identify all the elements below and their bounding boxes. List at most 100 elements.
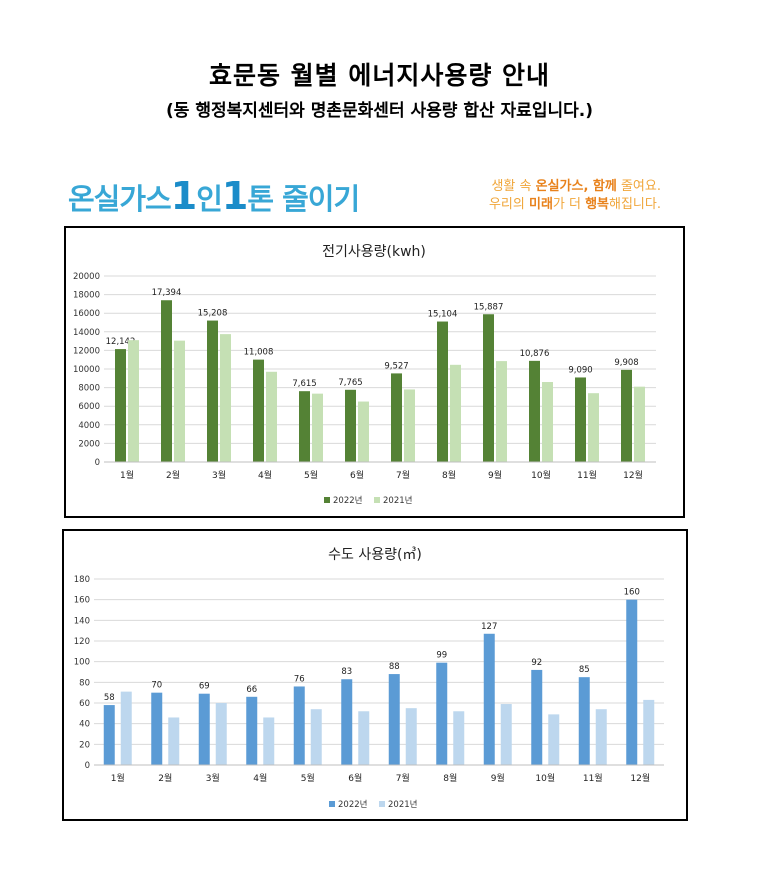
data-label: 15,208 — [198, 309, 228, 319]
data-label: 99 — [436, 651, 447, 661]
x-tick-label: 2월 — [166, 469, 180, 481]
bar-2022 — [529, 360, 540, 462]
y-tick-label: 100 — [74, 658, 90, 668]
x-tick-label: 8월 — [443, 772, 457, 784]
data-label: 9,090 — [568, 365, 592, 375]
bar-2022 — [621, 369, 632, 462]
y-tick-label: 180 — [74, 575, 90, 585]
tagline-line-2: 우리의 미래가 더 행복해집니다. — [489, 196, 661, 214]
data-label: 92 — [531, 658, 542, 668]
x-tick-label: 12월 — [630, 772, 650, 784]
bar-2021 — [643, 699, 655, 765]
bar-2021 — [174, 340, 185, 462]
legend-label: 2021년 — [383, 495, 412, 506]
slogan-part: 인 — [196, 182, 223, 216]
x-tick-label: 11월 — [583, 772, 603, 784]
bar-2022 — [253, 359, 264, 462]
x-tick-label: 10월 — [535, 772, 555, 784]
bar-2021 — [263, 717, 275, 765]
tagline-text: 생활 속 — [491, 179, 536, 194]
data-label: 160 — [624, 588, 640, 598]
y-tick-label: 20000 — [73, 272, 100, 282]
data-label: 7,765 — [338, 378, 362, 388]
y-tick-label: 4000 — [78, 421, 100, 431]
slogan-part: 톤 줄이기 — [247, 182, 360, 216]
bar-2022 — [161, 300, 172, 462]
chart-title: 수도 사용량(㎥) — [328, 547, 422, 563]
bar-2021 — [634, 386, 645, 462]
page-title: 효문동 월별 에너지사용량 안내 — [208, 61, 551, 90]
y-tick-label: 14000 — [73, 328, 100, 338]
bar-2021 — [266, 371, 277, 462]
bar-2022 — [436, 662, 448, 765]
y-tick-label: 16000 — [73, 309, 100, 319]
y-tick-label: 20 — [79, 740, 90, 750]
bar-2022 — [115, 349, 126, 462]
bar-2021 — [548, 714, 560, 765]
bar-2021 — [312, 393, 323, 462]
x-tick-label: 8월 — [442, 469, 456, 481]
x-tick-label: 6월 — [348, 772, 362, 784]
x-tick-label: 4월 — [258, 469, 272, 481]
tagline-emphasis: 행복 — [585, 197, 610, 212]
bar-2021 — [168, 717, 180, 765]
bar-2022 — [103, 705, 115, 765]
bar-2022 — [626, 599, 638, 765]
bar-2021 — [310, 709, 322, 765]
bar-2021 — [453, 711, 465, 765]
x-tick-label: 5월 — [301, 772, 315, 784]
bar-2022 — [151, 692, 163, 765]
tagline-line-1: 생활 속 온실가스, 함께 줄여요. — [489, 178, 661, 196]
legend-swatch — [324, 497, 330, 503]
x-tick-label: 3월 — [212, 469, 226, 481]
x-tick-label: 12월 — [623, 469, 643, 481]
bar-2022 — [483, 314, 494, 462]
y-tick-label: 0 — [95, 458, 100, 468]
x-tick-label: 4월 — [253, 772, 267, 784]
x-tick-label: 7월 — [396, 772, 410, 784]
bar-2022 — [246, 696, 258, 765]
bar-2021 — [358, 401, 369, 462]
data-label: 70 — [151, 681, 162, 691]
bar-2021 — [358, 711, 370, 765]
legend-swatch — [329, 801, 335, 807]
bar-2022 — [575, 377, 586, 462]
y-tick-label: 6000 — [78, 402, 100, 412]
tagline-text: 가 더 — [552, 197, 586, 212]
bar-2021 — [220, 334, 231, 462]
bar-2021 — [404, 389, 415, 462]
data-label: 15,104 — [428, 310, 458, 320]
x-tick-label: 2월 — [158, 772, 172, 784]
y-tick-label: 80 — [79, 678, 90, 688]
data-label: 10,876 — [520, 349, 550, 359]
data-label: 66 — [246, 685, 257, 695]
data-label: 15,887 — [474, 302, 504, 312]
x-tick-label: 10월 — [531, 469, 551, 481]
bar-2022 — [388, 674, 400, 765]
bar-2021 — [542, 382, 553, 462]
y-tick-label: 0 — [85, 761, 90, 771]
data-label: 7,615 — [292, 379, 316, 389]
bar-2021 — [450, 364, 461, 462]
data-label: 127 — [481, 622, 497, 632]
slogan-part: 1 — [170, 174, 197, 218]
data-label: 11,008 — [244, 348, 274, 358]
bar-2021 — [405, 708, 417, 765]
bar-2022 — [391, 373, 402, 462]
data-label: 88 — [389, 662, 400, 672]
tagline-text: 해집니다. — [609, 197, 661, 212]
bar-2022 — [531, 669, 543, 765]
x-tick-label: 7월 — [396, 469, 410, 481]
bar-2022 — [293, 686, 305, 765]
x-tick-label: 1월 — [120, 469, 134, 481]
bar-2021 — [120, 691, 132, 765]
bar-2022 — [483, 633, 495, 765]
bar-2022 — [341, 679, 353, 765]
x-tick-label: 1월 — [111, 772, 125, 784]
legend-label: 2022년 — [338, 799, 367, 810]
y-tick-label: 40 — [79, 720, 90, 730]
legend-swatch — [379, 801, 385, 807]
x-tick-label: 9월 — [491, 772, 505, 784]
x-tick-label: 5월 — [304, 469, 318, 481]
water-chart-panel: 수도 사용량(㎥) 0 20 40 60 80 100 120 140 160 180 58 1월 70 2… — [62, 529, 688, 821]
